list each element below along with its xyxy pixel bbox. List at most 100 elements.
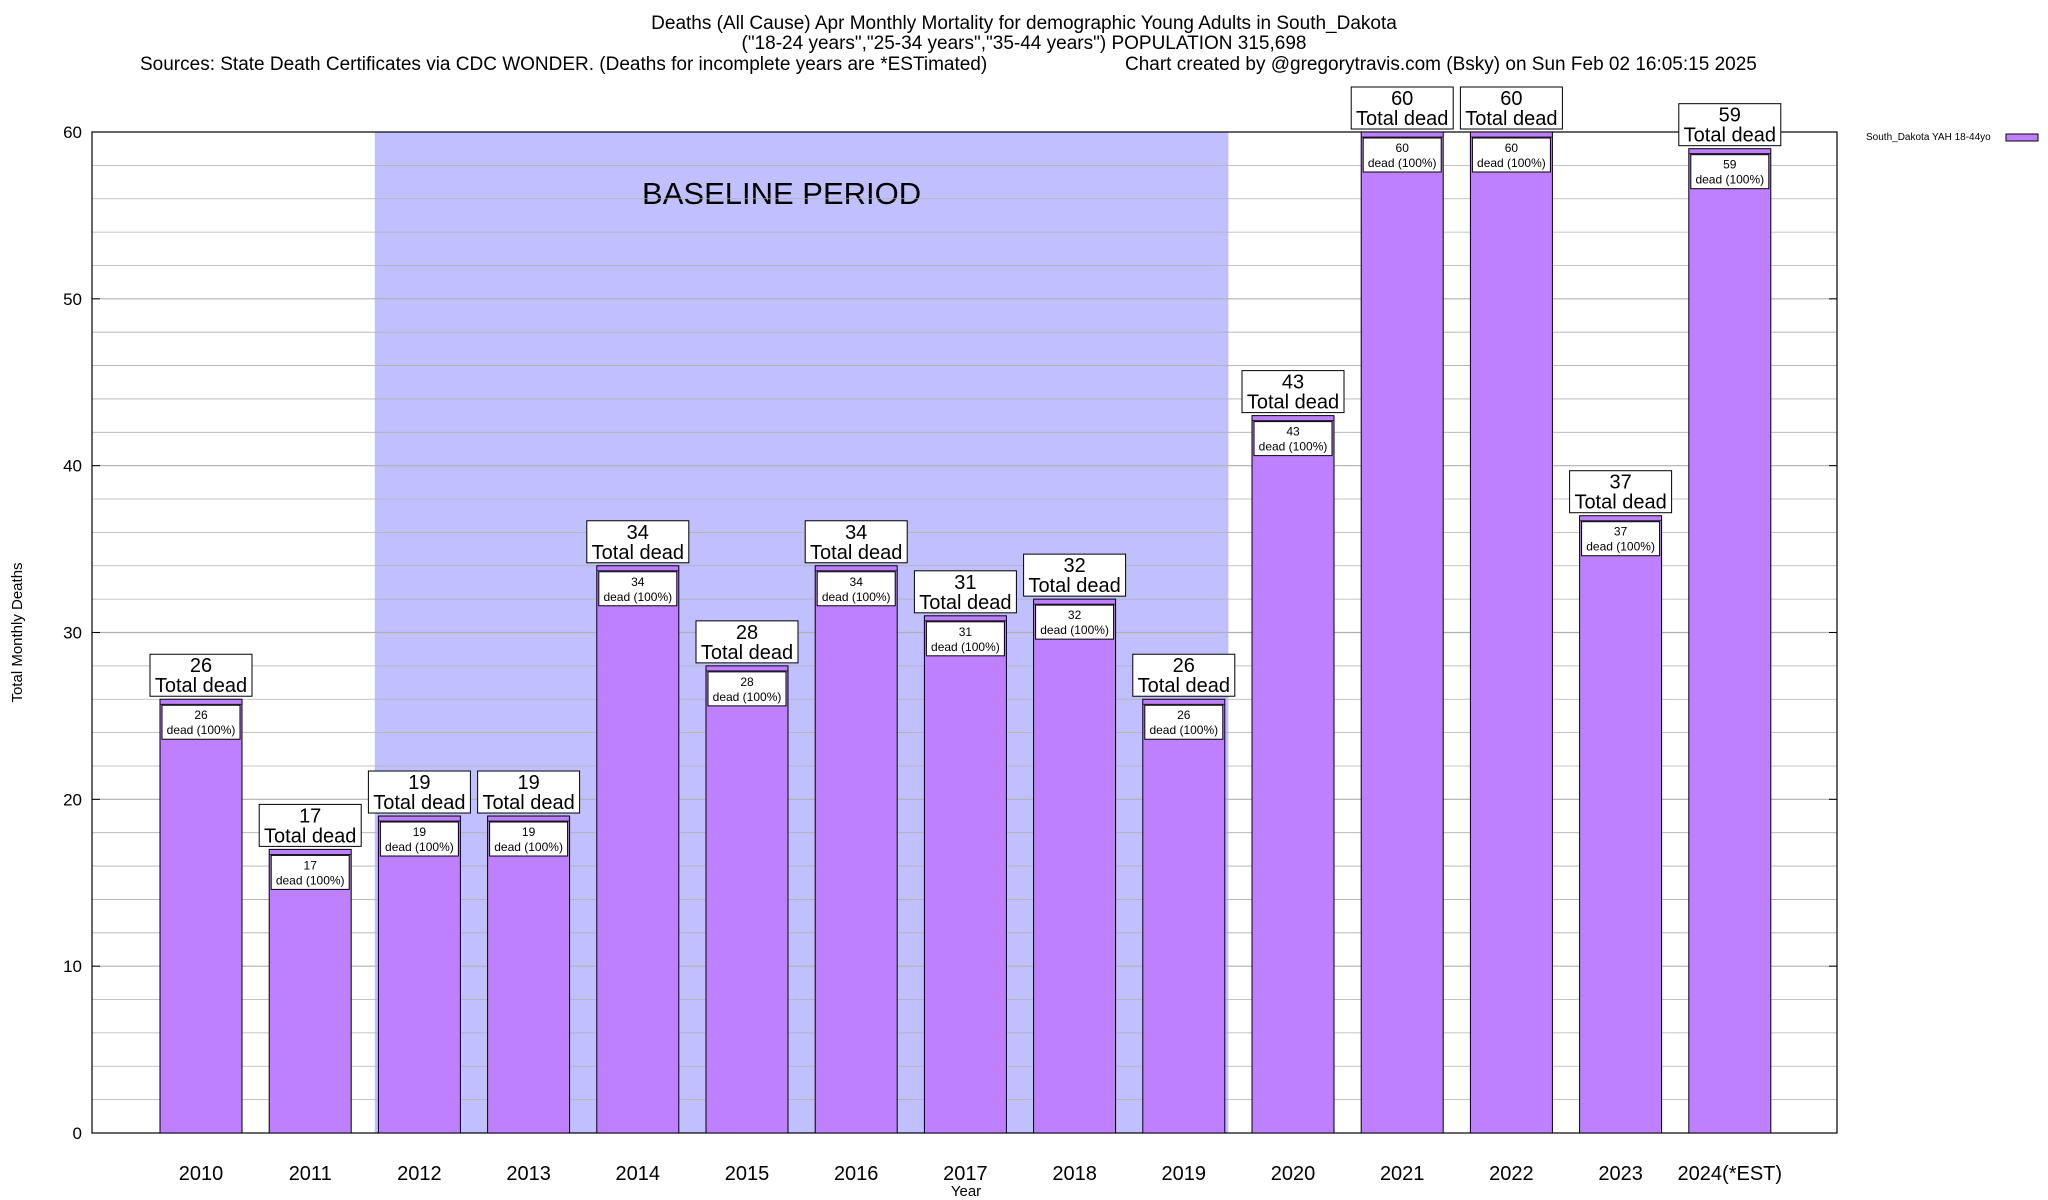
top-label-value: 31 (954, 572, 976, 594)
top-label-box (149, 653, 253, 697)
chart-subtitle: ("18-24 years","25-34 years","35-44 year… (741, 33, 1307, 54)
inner-label-value: 32 (1068, 608, 1082, 622)
top-label-value: 43 (1282, 372, 1304, 394)
bar (1251, 415, 1335, 1134)
baseline-label: BASELINE PERIOD (642, 176, 921, 211)
top-label-text: Total dead (1356, 108, 1448, 130)
top-label-box (367, 770, 471, 814)
bar (268, 848, 352, 1134)
x-tick-label: 2023 (1598, 1163, 1643, 1185)
inner-label-value: 34 (631, 575, 645, 589)
top-label-text: Total dead (592, 542, 684, 564)
top-label-box (1023, 553, 1127, 597)
chart-credit: Chart created by @gregorytravis.com (Bsk… (1125, 54, 1757, 75)
x-tick-label: 2018 (1052, 1163, 1097, 1185)
top-label-box (804, 520, 908, 564)
inner-label-box (925, 621, 1005, 657)
bar (1360, 131, 1444, 1134)
y-tick-label: 0 (73, 1124, 82, 1143)
inner-label-box (489, 821, 569, 857)
inner-label-text: dead (100%) (713, 690, 782, 704)
x-axis-title: Year (951, 1183, 981, 1200)
x-tick-label: 2024(*EST) (1678, 1163, 1783, 1185)
inner-label-text: dead (100%) (1149, 723, 1218, 737)
top-label-text: Total dead (155, 675, 247, 697)
x-tick-label: 2017 (943, 1163, 988, 1185)
bar (377, 815, 461, 1134)
inner-label-box (1253, 421, 1333, 457)
legend-label: South_Dakota YAH 18-44yo (1866, 132, 1991, 143)
inner-label-box (1581, 521, 1661, 557)
bar (1469, 131, 1553, 1134)
top-label-box (258, 803, 362, 847)
inner-label-value: 19 (413, 825, 427, 839)
top-label-text: Total dead (373, 792, 465, 814)
inner-label-box (1471, 137, 1551, 173)
chart-sources: Sources: State Death Certificates via CD… (140, 54, 988, 75)
top-label-value: 19 (517, 772, 539, 794)
top-label-text: Total dead (701, 642, 793, 664)
top-label-value: 60 (1391, 88, 1413, 110)
inner-label-value: 59 (1723, 158, 1737, 172)
inner-label-text: dead (100%) (1368, 156, 1437, 170)
x-tick-label: 2010 (179, 1163, 224, 1185)
top-label-value: 34 (627, 522, 649, 544)
top-label-box (477, 770, 581, 814)
inner-label-value: 17 (304, 858, 318, 872)
top-label-text: Total dead (264, 825, 356, 847)
inner-label-value: 19 (522, 825, 536, 839)
top-label-text: Total dead (919, 592, 1011, 614)
top-label-value: 26 (1173, 655, 1195, 677)
top-label-box (1678, 103, 1782, 147)
bar (1033, 598, 1117, 1134)
inner-label-text: dead (100%) (276, 873, 345, 887)
y-tick-label: 50 (63, 290, 82, 309)
top-label-box (913, 570, 1017, 614)
inner-label-box (161, 704, 241, 740)
top-label-box (586, 520, 690, 564)
top-label-box (1459, 86, 1563, 130)
inner-label-value: 28 (740, 675, 754, 689)
top-label-text: Total dead (1574, 492, 1666, 514)
top-label-value: 32 (1063, 555, 1085, 577)
top-label-value: 59 (1719, 105, 1741, 127)
inner-label-value: 34 (850, 575, 864, 589)
bar (1688, 148, 1772, 1134)
inner-label-text: dead (100%) (1259, 440, 1328, 454)
x-tick-label: 2011 (289, 1163, 332, 1185)
inner-label-box (1144, 704, 1224, 740)
top-label-box (1241, 370, 1345, 414)
top-label-text: Total dead (1247, 392, 1339, 414)
y-tick-label: 30 (63, 624, 82, 643)
top-label-value: 19 (408, 772, 430, 794)
bar (1142, 698, 1226, 1134)
legend-swatch (2005, 133, 2039, 142)
x-tick-label: 2021 (1380, 1163, 1425, 1185)
inner-label-text: dead (100%) (494, 840, 563, 854)
inner-label-value: 60 (1505, 141, 1519, 155)
inner-label-box (1690, 154, 1770, 190)
top-label-text: Total dead (1028, 575, 1120, 597)
x-tick-label: 2014 (616, 1163, 661, 1185)
top-label-text: Total dead (810, 542, 902, 564)
inner-label-box (598, 571, 678, 607)
top-label-text: Total dead (1684, 125, 1776, 147)
top-label-text: Total dead (1465, 108, 1557, 130)
bar (487, 815, 571, 1134)
inner-label-text: dead (100%) (1477, 156, 1546, 170)
top-label-text: Total dead (1138, 675, 1230, 697)
inner-label-text: dead (100%) (1586, 540, 1655, 554)
top-label-box (1350, 86, 1454, 130)
inner-label-value: 26 (1177, 708, 1191, 722)
top-label-value: 26 (190, 655, 212, 677)
bar (814, 565, 898, 1134)
top-label-value: 60 (1500, 88, 1522, 110)
bar (923, 615, 1007, 1134)
inner-label-text: dead (100%) (1695, 173, 1764, 187)
inner-label-text: dead (100%) (931, 640, 1000, 654)
inner-label-text: dead (100%) (603, 590, 672, 604)
top-label-box (695, 620, 799, 664)
inner-label-text: dead (100%) (1040, 623, 1109, 637)
inner-label-box (379, 821, 459, 857)
